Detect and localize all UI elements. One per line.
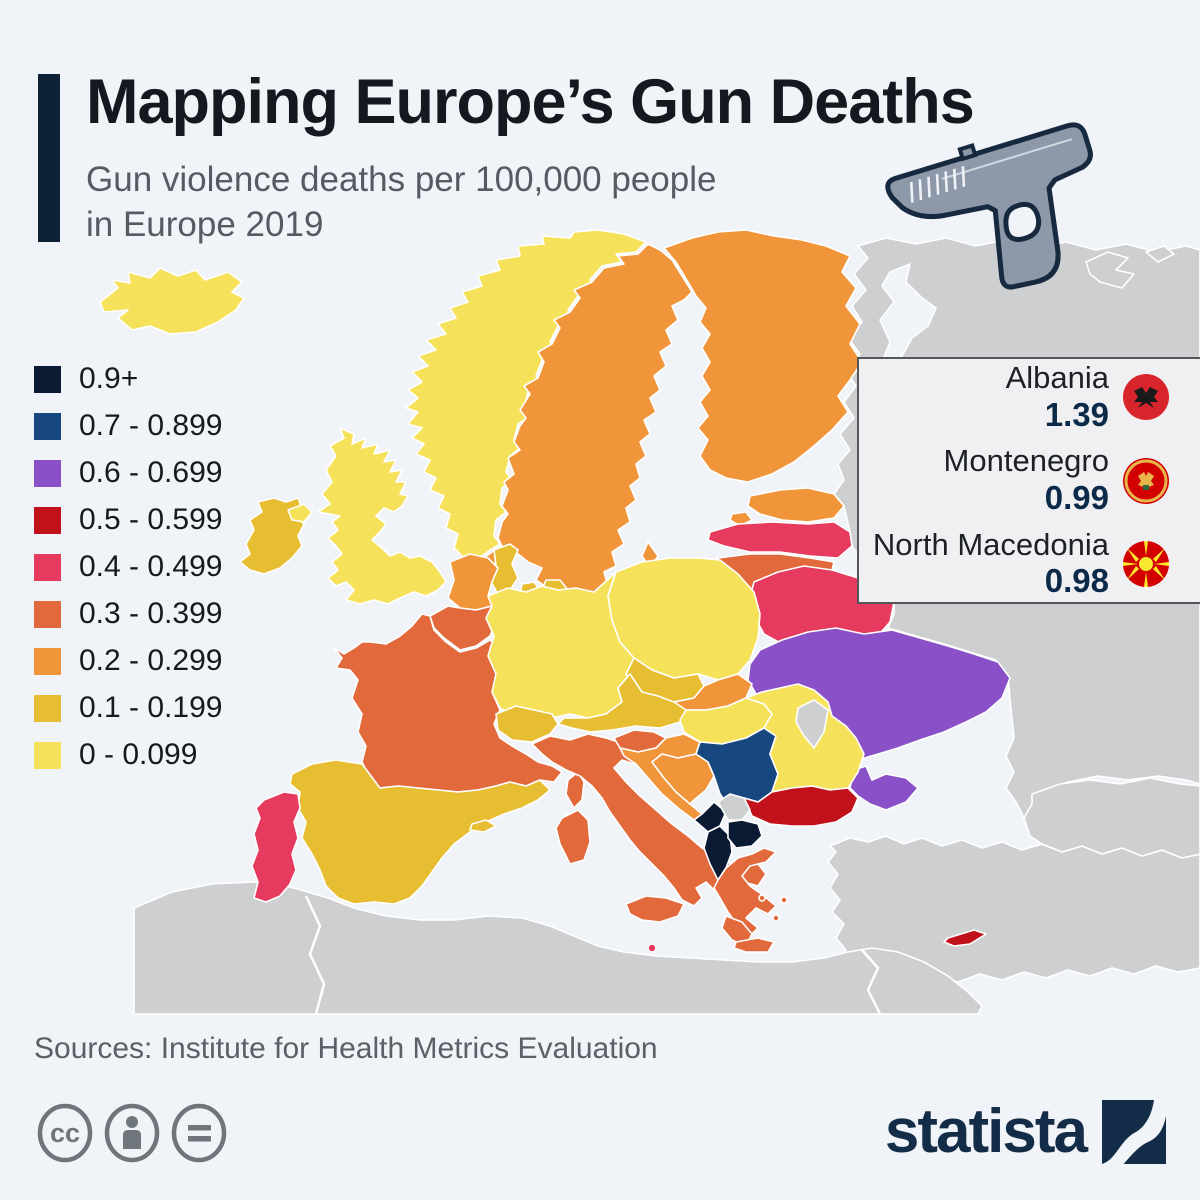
algeria-tunisia-border [861,949,882,1015]
callout-text: Albania 1.39 [1006,361,1109,433]
person-glyph [123,1116,141,1149]
legend-label: 0.9+ [79,362,139,395]
callout-text: Montenegro 0.99 [944,444,1109,516]
legend-label: 0 - 0.099 [79,738,198,771]
country-turkey [827,835,1200,985]
country-novaya-zemlya [1085,251,1135,289]
country-kosovo [717,793,751,821]
legend-swatch [34,506,61,534]
country-united-kingdom [317,427,447,605]
page-subtitle: Gun violence deaths per 100,000 people i… [86,158,716,248]
no-derivatives-icon [171,1103,227,1163]
title-accent-bar [38,74,60,242]
region-crimea [849,765,919,811]
legend-item: 0.1 - 0.199 [34,691,222,725]
callout-country: Albania [1005,360,1109,396]
country-bosnia [651,753,715,805]
country-latvia [707,521,853,559]
legend-label: 0.3 - 0.399 [79,597,223,630]
attribution-icon [104,1103,160,1163]
island-sardinia [555,809,591,865]
country-estonia [747,487,845,523]
country-novaya-zemlya [1145,245,1175,263]
legend-swatch [34,459,61,487]
montenegro-flag-icon [1123,457,1169,504]
legend-item: 0.2 - 0.299 [34,644,222,678]
cc-glyph: cc [50,1118,80,1148]
island-balearics [469,819,497,833]
callout-row-albania: Albania 1.39 [859,361,1169,433]
map-legend: 0.9+ 0.7 - 0.899 0.6 - 0.699 0.5 - 0.599… [34,362,222,772]
legend-swatch [34,365,61,393]
statista-brand: statista [885,1096,1166,1167]
legend-swatch [34,553,61,581]
license-icons: cc [37,1103,227,1163]
country-north-africa [133,881,983,1015]
equals-glyph [188,1125,211,1142]
morocco-algeria-border [304,895,326,1015]
legend-item: 0.5 - 0.599 [34,503,222,537]
country-moldova [795,699,829,749]
country-cyprus [943,929,987,947]
legend-swatch [34,600,61,628]
pistol-icon [885,122,1093,290]
legend-label: 0.2 - 0.299 [79,644,223,677]
legend-item: 0.4 - 0.499 [34,550,222,584]
legend-swatch [34,647,61,675]
white-sea [879,263,937,377]
country-finland [663,229,863,483]
aegean-island [780,896,788,904]
legend-label: 0.4 - 0.499 [79,550,223,583]
legend-swatch [34,412,61,440]
callout-value: 1.39 [1044,395,1109,433]
legend-swatch [34,694,61,722]
country-bulgaria [743,785,859,827]
legend-item: 0 - 0.099 [34,738,222,772]
island-sicily [625,895,685,923]
country-malta [647,943,657,953]
subtitle-line-1: Gun violence deaths per 100,000 people [86,160,717,199]
callout-country: North Macedonia [872,526,1109,562]
legend-item: 0.6 - 0.699 [34,456,222,490]
legend-swatch [34,741,61,769]
callout-country: Montenegro [943,443,1109,479]
legend-item: 0.7 - 0.899 [34,409,222,443]
statista-logo-icon [1102,1099,1166,1164]
callout-row-north-macedonia: North Macedonia 0.98 [859,526,1169,600]
sources-line: Sources: Institute for Health Metrics Ev… [34,1032,658,1065]
country-switzerland [495,705,559,743]
island-crete [733,937,775,953]
page-title: Mapping Europe’s Gun Deaths [86,67,975,137]
cc-icon [37,1103,93,1163]
region-northern-ireland [287,503,313,523]
callout-value: 0.99 [1044,478,1109,516]
callout-value: 0.98 [1044,561,1109,599]
country-iceland [99,267,245,335]
country-austria [557,673,687,733]
legend-item: 0.9+ [34,362,222,396]
legend-label: 0.1 - 0.199 [79,691,223,724]
north-macedonia-flag-icon [1123,540,1169,587]
legend-item: 0.3 - 0.399 [34,597,222,631]
legend-label: 0.6 - 0.699 [79,456,223,489]
country-north-macedonia [727,819,763,849]
aegean-island [758,894,766,902]
top-countries-callout: Albania 1.39 Montenegro 0.99 North Mac [857,357,1200,604]
subtitle-line-2: in Europe 2019 [86,204,324,244]
legend-label: 0.7 - 0.899 [79,409,223,442]
statista-wordmark: statista [884,1097,1088,1166]
aegean-island [772,914,780,922]
callout-text: North Macedonia 0.98 [872,526,1109,600]
callout-row-montenegro: Montenegro 0.99 [859,444,1169,516]
country-poland [607,557,761,681]
albania-flag-icon [1123,374,1169,421]
country-caucasus [1023,777,1200,859]
legend-label: 0.5 - 0.599 [79,503,223,536]
country-portugal [251,791,301,903]
